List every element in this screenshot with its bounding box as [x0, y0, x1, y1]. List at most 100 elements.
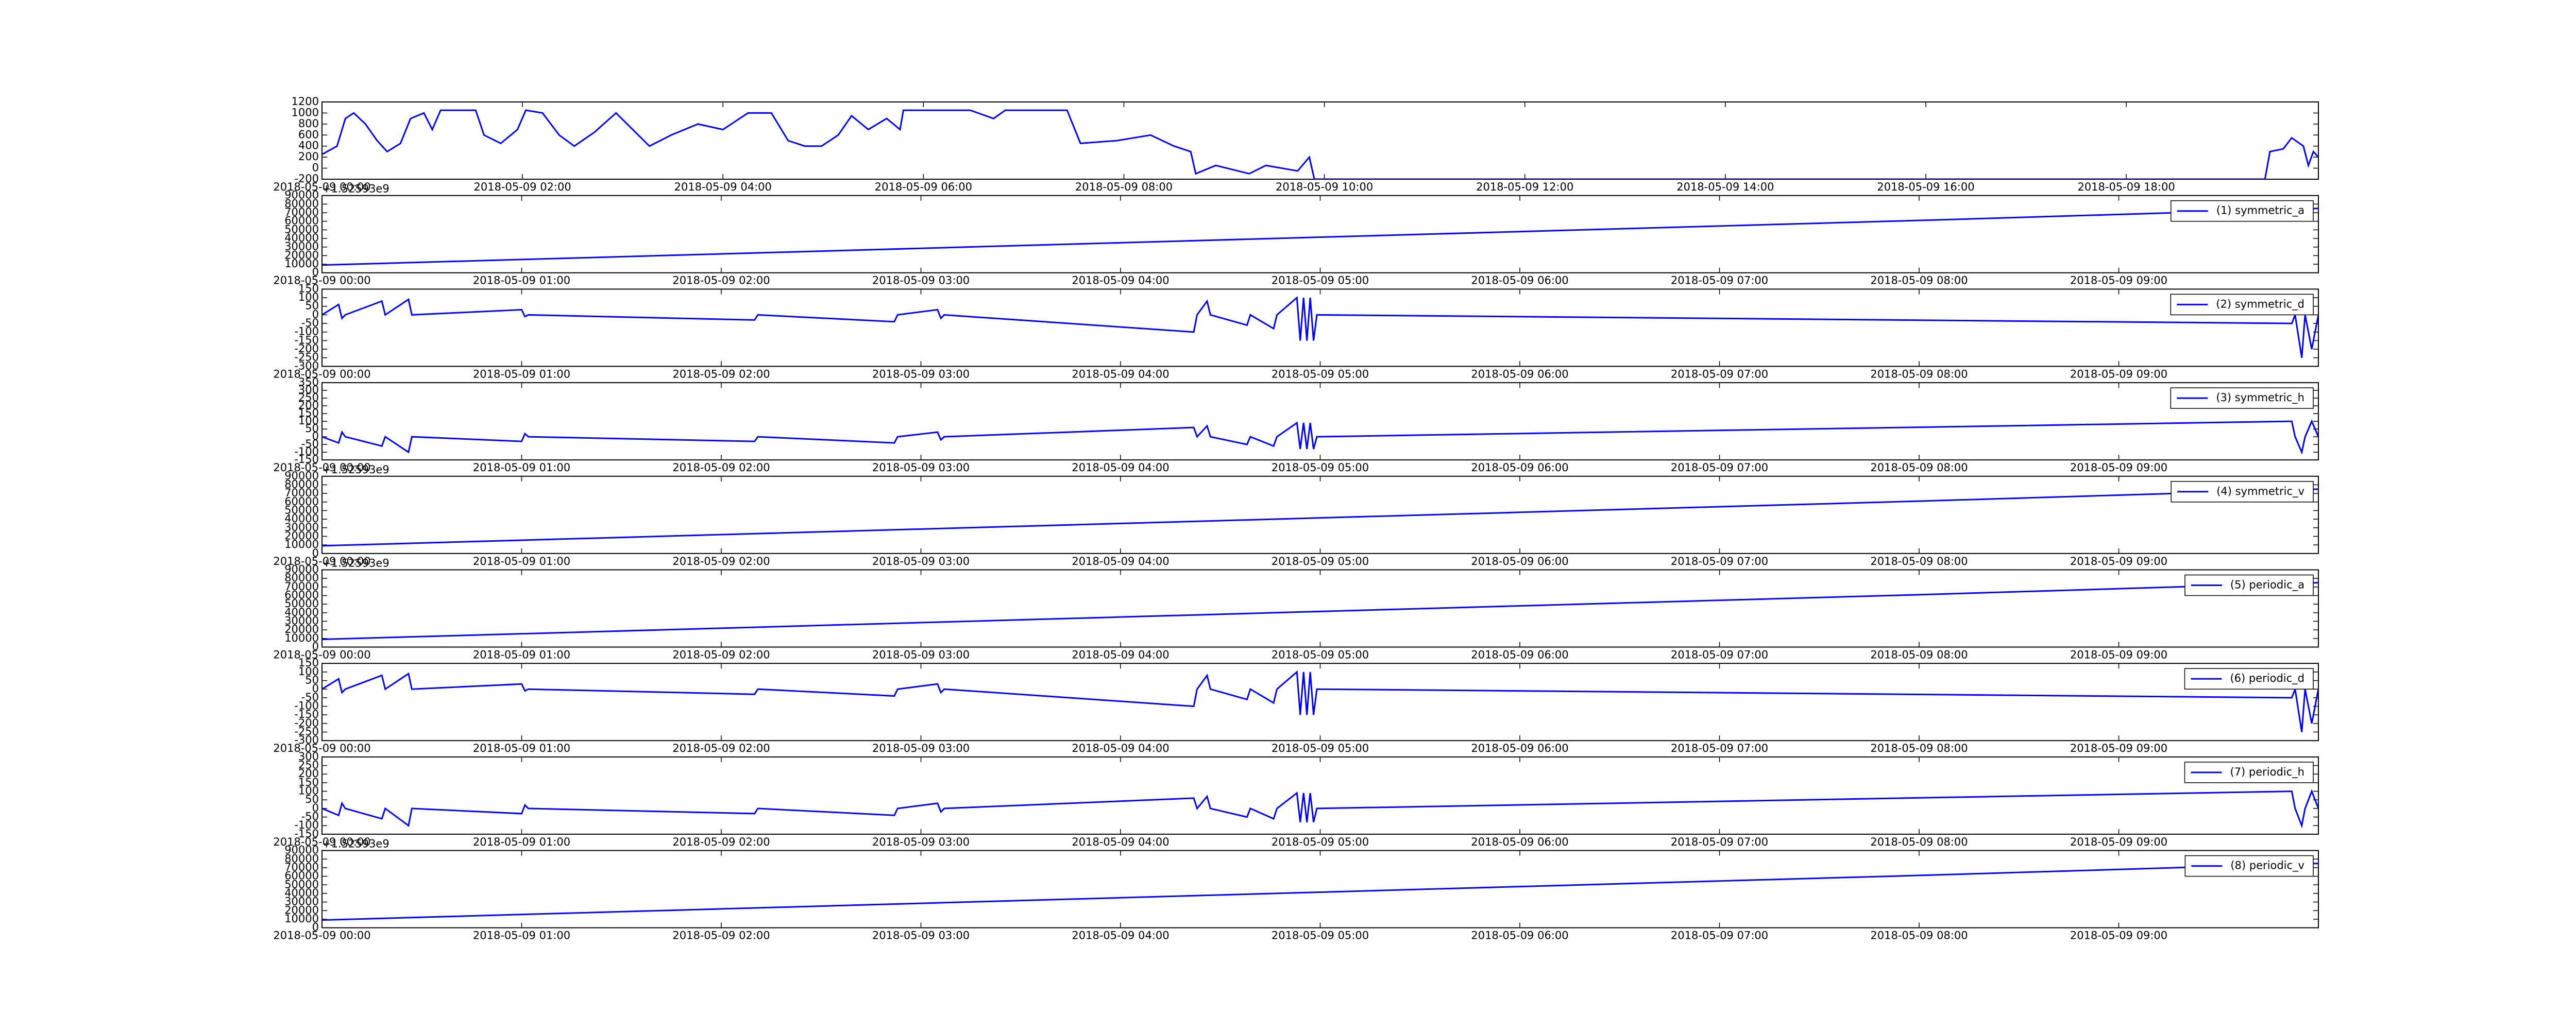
y-tick-label: 60000: [284, 215, 319, 227]
y-tick-label: 600: [298, 128, 319, 141]
legend: (3) symmetric_h: [2170, 387, 2314, 409]
axes-frame: [321, 382, 2319, 461]
legend-label: (8) periodic_v: [2230, 859, 2304, 872]
x-tick-label: 2018-05-09 02:00: [672, 742, 770, 754]
y-tick-label: 350: [298, 376, 319, 388]
y-tick-label: 70000: [284, 487, 319, 499]
axes-frame: [321, 195, 2319, 273]
y-tick-label: 0: [312, 308, 319, 320]
x-tick-label: 2018-05-09 06:00: [1471, 649, 1568, 661]
x-tick-label: 2018-05-09 00:00: [273, 181, 370, 193]
legend-label: (5) periodic_a: [2230, 579, 2304, 592]
y-tick-label: 90000: [284, 563, 319, 576]
y-tick-label: 40000: [284, 512, 319, 525]
x-tick-label: 2018-05-09 06:00: [875, 181, 972, 193]
x-tick-label: 2018-05-09 05:00: [1272, 555, 1369, 567]
legend-label: (2) symmetric_d: [2216, 298, 2304, 311]
x-tick-label: 2018-05-09 00:00: [273, 555, 370, 567]
data-line: [322, 789, 2318, 829]
y-tick-label: 300: [298, 384, 319, 396]
x-tick-label: 2018-05-09 00:00: [273, 368, 370, 380]
x-tick-label: 2018-05-09 08:00: [1870, 555, 1968, 567]
y-tick-label: 40000: [284, 232, 319, 244]
x-tick-label: 2018-05-09 02:00: [672, 555, 770, 567]
y-tick-label: 300: [298, 750, 319, 763]
x-tick-label: 2018-05-09 09:00: [2070, 555, 2167, 567]
y-tick-label: 50000: [284, 223, 319, 235]
x-tick-label: 2018-05-09 08:00: [1075, 181, 1173, 193]
y-tick-label: 70000: [284, 580, 319, 593]
legend: (1) symmetric_a: [2171, 200, 2314, 222]
offset-text: +1.52593e9: [322, 557, 389, 570]
x-tick-label: 2018-05-09 14:00: [1676, 181, 1774, 193]
x-tick-label: 2018-05-09 01:00: [473, 649, 570, 661]
x-tick-label: 2018-05-09 07:00: [1671, 649, 1768, 661]
x-tick-label: 2018-05-09 00:00: [273, 649, 370, 661]
y-tick-label: -50: [301, 811, 319, 823]
y-tick-label: 30000: [284, 521, 319, 534]
x-tick-label: 2018-05-09 00:00: [273, 742, 370, 754]
x-tick-label: 2018-05-09 06:00: [1471, 836, 1568, 848]
offset-text: +1.52593e9: [322, 183, 389, 195]
y-tick-label: 50: [305, 300, 319, 312]
x-tick-label: 2018-05-09 05:00: [1272, 368, 1369, 380]
x-tick-label: 2018-05-09 05:00: [1272, 461, 1369, 474]
x-tick-label: 2018-05-09 08:00: [1870, 274, 1968, 287]
x-tick-label: 2018-05-09 12:00: [1476, 181, 1573, 193]
x-tick-label: 2018-05-09 07:00: [1671, 555, 1768, 567]
y-tick-label: 90000: [284, 189, 319, 201]
x-tick-label: 2018-05-09 06:00: [1471, 555, 1568, 567]
x-tick-label: 2018-05-09 06:00: [1471, 461, 1568, 474]
x-tick-label: 2018-05-09 08:00: [1870, 930, 1968, 942]
y-tick-label: 80000: [284, 572, 319, 584]
y-tick-label: -100: [294, 700, 319, 712]
y-tick-label: 30000: [284, 240, 319, 253]
data-line: [322, 208, 2318, 266]
y-tick-label: 100: [298, 665, 319, 678]
y-tick-label: 30000: [284, 615, 319, 627]
legend: (8) periodic_v: [2184, 855, 2314, 877]
data-line: [322, 296, 2318, 358]
y-tick-label: 0: [312, 547, 319, 559]
y-tick-label: 50: [305, 422, 319, 435]
x-tick-label: 2018-05-09 02:00: [672, 274, 770, 287]
x-tick-label: 2018-05-09 01:00: [473, 836, 570, 848]
y-tick-label: -100: [294, 819, 319, 831]
y-tick-label: 60000: [284, 495, 319, 508]
data-line: [322, 419, 2318, 455]
y-tick-label: 10000: [284, 538, 319, 551]
legend-label: (3) symmetric_h: [2216, 391, 2304, 404]
x-tick-label: 2018-05-09 03:00: [872, 742, 970, 754]
axes-frame: [321, 475, 2319, 554]
legend-label: (7) periodic_h: [2230, 766, 2304, 779]
y-tick-label: 40000: [284, 887, 319, 899]
y-tick-label: 250: [298, 759, 319, 771]
y-tick-label: 10000: [284, 632, 319, 644]
x-tick-label: 2018-05-09 03:00: [872, 368, 970, 380]
x-tick-label: 2018-05-09 01:00: [473, 555, 570, 567]
y-tick-label: -50: [301, 438, 319, 450]
legend: (7) periodic_h: [2184, 762, 2314, 783]
x-tick-label: 2018-05-09 04:00: [1072, 555, 1169, 567]
y-tick-label: 40000: [284, 606, 319, 618]
x-tick-label: 2018-05-09 05:00: [1272, 742, 1369, 754]
x-tick-label: 2018-05-09 03:00: [872, 836, 970, 848]
subplot: 0100002000030000400005000060000700008000…: [273, 838, 2319, 942]
y-tick-label: 400: [298, 140, 319, 152]
x-tick-label: 2018-05-09 09:00: [2070, 649, 2167, 661]
x-tick-label: 2018-05-09 18:00: [2077, 181, 2175, 193]
y-tick-label: 10000: [284, 913, 319, 925]
data-line: [322, 582, 2318, 640]
y-tick-label: -150: [294, 334, 319, 346]
y-tick-label: 0: [312, 802, 319, 814]
x-tick-label: 2018-05-09 08:00: [1870, 461, 1968, 474]
y-tick-label: 200: [298, 399, 319, 411]
subplot: 0100002000030000400005000060000700008000…: [273, 183, 2319, 287]
data-line: [322, 863, 2318, 921]
x-tick-label: 2018-05-09 03:00: [872, 274, 970, 287]
y-tick-label: 0: [312, 682, 319, 695]
